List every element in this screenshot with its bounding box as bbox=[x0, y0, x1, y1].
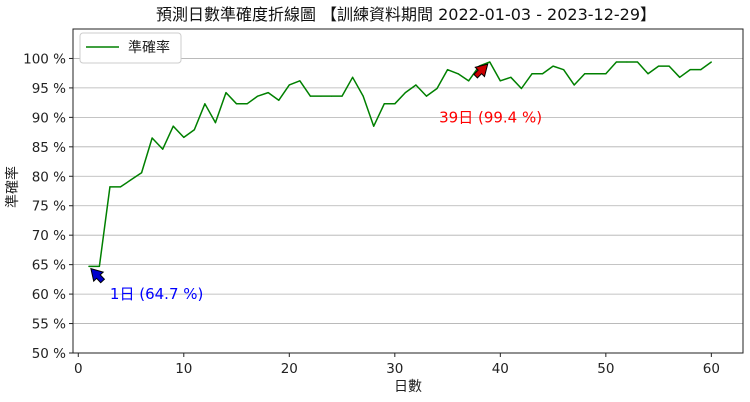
series-layer bbox=[88, 61, 712, 268]
y-tick-label: 80 % bbox=[32, 169, 66, 185]
annotation-arrow bbox=[473, 63, 489, 79]
y-tick-label: 55 % bbox=[32, 317, 66, 333]
data-point bbox=[109, 186, 111, 188]
legend-label: 準確率 bbox=[128, 39, 170, 56]
data-point bbox=[404, 92, 406, 94]
data-point bbox=[193, 129, 195, 131]
data-point bbox=[320, 95, 322, 97]
chart-title: 預測日數準確度折線圖 【訓練資料期間 2022-01-03 - 2023-12-… bbox=[156, 5, 656, 24]
annotation-label: 1日 (64.7 %) bbox=[110, 285, 203, 303]
data-point bbox=[573, 84, 575, 86]
x-tick-label: 30 bbox=[386, 361, 403, 377]
annotation-arrow bbox=[90, 267, 106, 284]
x-tick-label: 40 bbox=[492, 361, 509, 377]
annotation-label: 39日 (99.4 %) bbox=[439, 109, 542, 127]
annotations: 1日 (64.7 %) 39日 (99.4 %) bbox=[90, 63, 542, 303]
data-point bbox=[531, 73, 533, 75]
gridlines bbox=[73, 58, 743, 354]
y-axis: 50 % 55 % 60 % 65 % 70 % 75 % 80 % 85 % 90 % 95 %… bbox=[23, 51, 73, 362]
data-point bbox=[235, 103, 238, 105]
data-point bbox=[88, 265, 90, 268]
data-point bbox=[541, 73, 544, 75]
y-tick-label: 85 % bbox=[32, 140, 66, 156]
data-point bbox=[668, 65, 670, 67]
data-point bbox=[140, 172, 143, 174]
data-point bbox=[341, 95, 343, 97]
x-tick-label: 20 bbox=[281, 361, 298, 377]
data-point bbox=[552, 65, 554, 67]
data-point bbox=[204, 103, 206, 105]
data-point bbox=[98, 265, 100, 268]
data-point bbox=[425, 95, 428, 97]
data-point bbox=[636, 61, 639, 63]
y-tick-label: 75 % bbox=[32, 199, 66, 215]
legend: 準確率 bbox=[79, 32, 182, 64]
legend-box bbox=[79, 32, 182, 64]
x-tick-label: 50 bbox=[597, 361, 614, 377]
y-tick-label: 65 % bbox=[32, 258, 66, 274]
x-tick-label: 0 bbox=[74, 361, 83, 377]
y-tick-label: 60 % bbox=[32, 287, 66, 303]
data-point bbox=[415, 84, 417, 86]
x-axis-title: 日數 bbox=[394, 379, 422, 395]
data-point bbox=[457, 73, 459, 75]
data-point bbox=[288, 84, 290, 86]
data-point bbox=[520, 87, 523, 90]
data-point bbox=[563, 69, 565, 71]
data-point bbox=[352, 76, 354, 78]
y-tick-label: 50 % bbox=[32, 346, 66, 362]
data-point bbox=[710, 61, 712, 63]
series-line bbox=[88, 61, 712, 268]
x-tick-label: 60 bbox=[703, 361, 720, 377]
data-point bbox=[584, 73, 586, 75]
data-point bbox=[499, 80, 501, 82]
data-point bbox=[594, 73, 596, 75]
data-point bbox=[394, 103, 396, 105]
data-point bbox=[436, 87, 438, 90]
data-point bbox=[657, 65, 660, 67]
data-point bbox=[267, 92, 269, 94]
data-point bbox=[615, 61, 617, 63]
data-point bbox=[330, 95, 333, 97]
x-tick-label: 10 bbox=[175, 361, 192, 377]
data-point bbox=[119, 186, 122, 188]
y-tick-label: 95 % bbox=[32, 81, 66, 97]
data-point bbox=[162, 148, 164, 150]
data-point bbox=[679, 76, 681, 78]
plot-area-frame bbox=[72, 28, 744, 354]
y-axis-title: 準確率 bbox=[4, 166, 21, 208]
data-point bbox=[362, 95, 364, 97]
data-point bbox=[446, 69, 449, 71]
data-point bbox=[246, 103, 248, 105]
data-point bbox=[172, 125, 174, 127]
data-point bbox=[299, 80, 301, 82]
data-point bbox=[309, 95, 312, 97]
data-point bbox=[489, 61, 491, 63]
data-point bbox=[626, 61, 628, 63]
data-point bbox=[373, 125, 375, 127]
data-point bbox=[647, 73, 649, 75]
y-tick-label: 70 % bbox=[32, 228, 66, 244]
data-point bbox=[225, 92, 227, 94]
y-tick-label: 90 % bbox=[32, 110, 66, 126]
data-point bbox=[383, 103, 385, 105]
data-point bbox=[183, 136, 185, 138]
data-point bbox=[605, 73, 607, 75]
data-point bbox=[510, 76, 512, 78]
data-point bbox=[257, 95, 259, 97]
data-point bbox=[278, 99, 280, 101]
data-point bbox=[468, 80, 470, 82]
data-point bbox=[214, 122, 217, 124]
data-point bbox=[689, 69, 691, 71]
data-point bbox=[700, 69, 702, 71]
x-axis: 0 10 20 30 40 50 60 bbox=[74, 353, 720, 377]
y-tick-label: 100 % bbox=[23, 51, 66, 67]
data-point bbox=[151, 137, 153, 139]
data-point bbox=[130, 179, 132, 181]
